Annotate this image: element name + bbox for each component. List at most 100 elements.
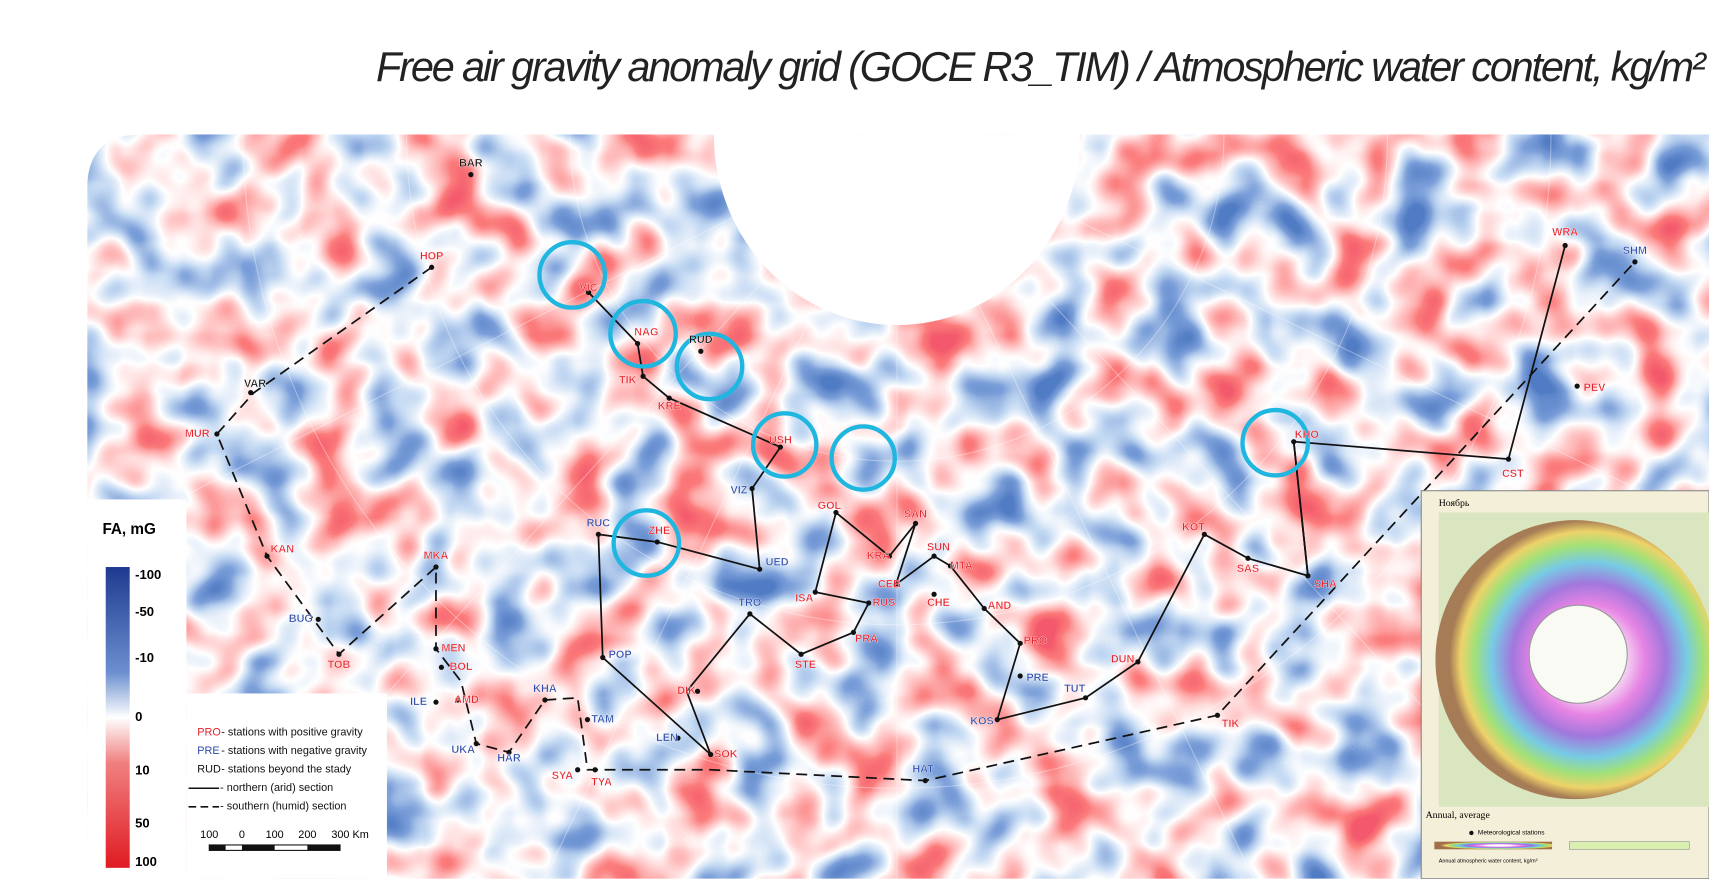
station-dot: [1305, 573, 1310, 578]
station-dot: [640, 374, 645, 379]
inset-map: Ноябрь Annual, average Meteorological st…: [1421, 491, 1709, 879]
colorbar-legend: FA, mG -100-50-1001050100: [87, 499, 186, 878]
station-dot: [1563, 243, 1568, 248]
station-label: MUR: [185, 428, 210, 440]
colorbar: [106, 567, 130, 868]
colorbar-title: FA, mG: [102, 521, 155, 538]
legend-text: - southern (humid) section: [220, 801, 346, 813]
station-label: UKA: [451, 744, 475, 756]
station-label: CHE: [927, 597, 950, 609]
station-label: PRO: [1024, 635, 1048, 647]
station-label: UED: [766, 557, 789, 569]
station-label: WRA: [1552, 226, 1578, 238]
station-label: KHA: [533, 683, 557, 695]
station-label: SHA: [1314, 578, 1337, 590]
station-label: AMD: [454, 694, 479, 706]
station-dot: [1632, 259, 1637, 264]
station-label: PRA: [855, 633, 878, 645]
colorbar-label: 0: [135, 709, 142, 724]
station-label: STE: [795, 659, 816, 671]
station-dot: [931, 554, 936, 559]
station-dot: [264, 554, 269, 559]
station-dot: [542, 697, 547, 702]
station-label: HOP: [420, 250, 444, 262]
station-dot: [214, 431, 219, 436]
station-dot: [1575, 383, 1580, 388]
station-label: TIK: [619, 375, 637, 387]
station-dot: [336, 652, 341, 657]
station-label: TYA: [591, 777, 612, 789]
inset-month: Ноябрь: [1439, 498, 1470, 509]
inset-stations-legend: Meteorological stations: [1478, 830, 1545, 837]
station-dot: [635, 341, 640, 346]
station-dot: [923, 778, 928, 783]
title: Free air gravity anomaly grid (GOCE R3_T…: [376, 44, 1707, 90]
station-label: DUN: [1111, 654, 1135, 666]
station-dot: [600, 655, 605, 660]
station-dot: [655, 539, 660, 544]
station-label: TUT: [1064, 683, 1085, 695]
colorbar-label: 50: [135, 816, 150, 831]
station-dot: [439, 665, 444, 670]
station-label: TOB: [328, 659, 351, 671]
station-label: SHM: [1623, 245, 1647, 257]
station-label: KRE: [658, 401, 681, 413]
station-label: NAG: [634, 327, 658, 339]
station-label: RUS: [872, 597, 895, 609]
station-dot: [429, 265, 434, 270]
station-label: ISA: [795, 593, 813, 605]
station-label: KOS: [970, 716, 994, 728]
inset-colorbar-title: Annual atmospheric water content, kg/m²: [1439, 859, 1538, 865]
station-label: USH: [769, 434, 792, 446]
station-dot: [316, 617, 321, 622]
station-dot: [913, 521, 918, 526]
station-label: CST: [1502, 468, 1524, 480]
station-label: RUC: [587, 517, 611, 529]
scale-label: 200: [298, 829, 316, 841]
station-label: BUG: [289, 613, 313, 625]
station-label: VIZ: [731, 485, 748, 497]
station-label: KAN: [271, 543, 295, 555]
station-label: MTA: [950, 560, 973, 572]
station-label: TAM: [591, 713, 614, 725]
station-label: PEV: [1584, 382, 1607, 394]
station-dot: [592, 767, 597, 772]
legend-code: RUD: [197, 764, 221, 776]
station-label: TRO: [738, 597, 761, 609]
station-label: SOK: [714, 748, 738, 760]
legend-text: - stations beyond the stady: [221, 764, 352, 776]
station-dot: [1083, 695, 1088, 700]
station-dot: [433, 700, 438, 705]
station-dot: [1245, 556, 1250, 561]
station-label: SUN: [927, 541, 950, 553]
scale-label: 100: [200, 829, 218, 841]
station-label: SYA: [552, 770, 574, 782]
scale-label: 300 Km: [331, 829, 368, 841]
station-label: KOT: [1182, 522, 1205, 534]
station-label: GOL: [818, 500, 842, 512]
station-dot: [1018, 641, 1023, 646]
station-dot: [248, 390, 253, 395]
station-label: HAT: [912, 764, 934, 776]
station-label: RUD: [689, 334, 713, 346]
station-dot: [1215, 713, 1220, 718]
station-label: BOL: [450, 661, 473, 673]
station-label: SAN: [904, 509, 927, 521]
station-label: HAR: [497, 753, 521, 765]
map-figure: Free air gravity anomaly grid (GOCE R3_T…: [0, 0, 1709, 879]
colorbar-label: -50: [135, 604, 154, 619]
colorbar-label: 100: [135, 854, 157, 869]
legend-text: - northern (arid) section: [220, 782, 333, 794]
station-dot: [575, 767, 580, 772]
colorbar-label: -100: [135, 567, 161, 582]
station-label: DIK: [677, 685, 696, 697]
station-dot: [1018, 673, 1023, 678]
inset-caption: Annual, average: [1426, 810, 1491, 821]
station-label: KRA: [867, 550, 891, 562]
station-label: MKA: [424, 550, 449, 562]
scale-label: 0: [239, 829, 245, 841]
station-dot: [433, 646, 438, 651]
station-dot: [982, 606, 987, 611]
station-label: PRE: [1026, 672, 1048, 684]
station-label: MEN: [441, 643, 465, 655]
